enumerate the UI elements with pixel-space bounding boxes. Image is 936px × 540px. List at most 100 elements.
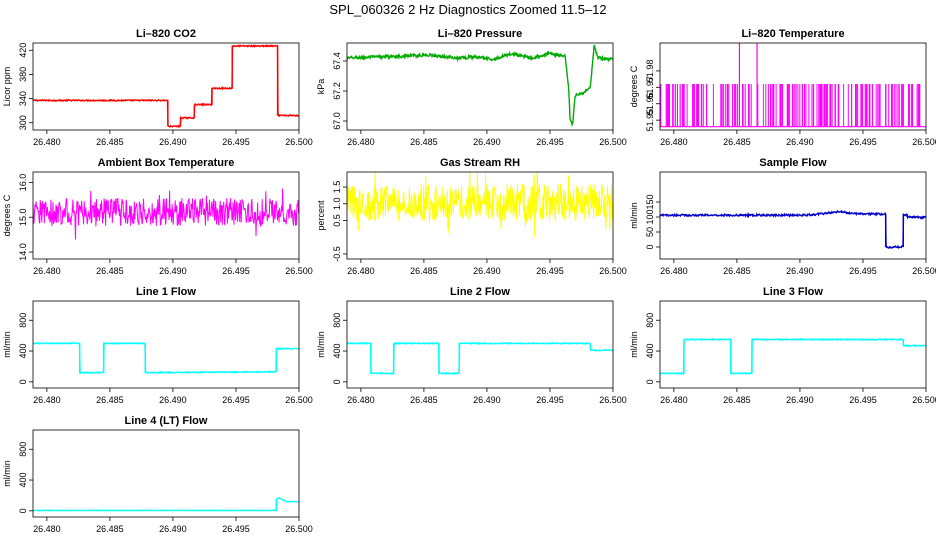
y-tick-label: 400 [645, 344, 655, 359]
x-tick-label: 26.480 [33, 395, 61, 405]
chart-title: Line 4 (LT) Flow [125, 415, 208, 427]
y-axis-label: percent [316, 200, 326, 231]
y-axis-label: ml/min [316, 331, 326, 358]
x-tick-label: 26.490 [159, 395, 187, 405]
chart-panel: Li–820 Pressure kPa 26.480 26.485 26.490 26.4… [316, 28, 627, 147]
x-tick-label: 26.490 [786, 266, 814, 276]
x-tick-label: 26.480 [33, 137, 61, 147]
x-tick-label: 26.485 [410, 395, 438, 405]
y-tick-label: 800 [645, 313, 655, 328]
series-group [33, 188, 299, 240]
x-tick-label: 26.500 [599, 395, 627, 405]
chart-panel: Li–820 Temperature degrees C 26.480 26.485 2… [629, 28, 936, 147]
y-tick-label: 67.0 [332, 112, 342, 130]
y-tick-label: 340 [18, 91, 28, 106]
chart-panel: Line 1 Flow ml/min 26.480 26.485 26.490 26.49… [2, 286, 313, 405]
y-tick-label: 100 [645, 209, 655, 224]
figure-title: SPL_060326 2 Hz Diagnostics Zoomed 11.5–… [329, 2, 606, 17]
x-tick-label: 26.495 [222, 524, 250, 534]
chart-title: Ambient Box Temperature [98, 157, 235, 169]
x-tick-label: 26.480 [660, 266, 688, 276]
y-tick-label: 67.4 [332, 52, 342, 70]
series-line [660, 209, 926, 250]
x-tick-label: 26.490 [159, 524, 187, 534]
x-tick-label: 26.485 [96, 266, 124, 276]
plot-frame [659, 171, 927, 260]
y-tick-label: 0.5 [332, 214, 342, 227]
chart-title: Line 1 Flow [136, 286, 196, 298]
chart-panel: Ambient Box Temperature degrees C 26.480 26… [2, 157, 313, 276]
series-group [660, 209, 926, 250]
y-tick-label: 300 [18, 115, 28, 130]
x-tick-label: 26.490 [473, 266, 501, 276]
x-tick-label: 26.490 [786, 137, 814, 147]
y-tick-label: 400 [18, 473, 28, 488]
x-tick-label: 26.495 [222, 395, 250, 405]
y-tick-label: 51.97 [645, 76, 655, 99]
x-tick-label: 26.495 [536, 266, 564, 276]
x-tick-label: 26.490 [473, 137, 501, 147]
y-tick-label: 800 [332, 313, 342, 328]
plot-frame [346, 300, 614, 389]
series-group [660, 43, 926, 128]
x-tick-label: 26.485 [96, 395, 124, 405]
y-tick-label: 51.96 [645, 92, 655, 115]
y-tick-label: 0 [18, 379, 28, 384]
y-tick-label: 51.98 [645, 60, 655, 83]
series-line [33, 188, 299, 240]
x-tick-label: 26.485 [723, 266, 751, 276]
y-tick-label: 150 [645, 194, 655, 209]
series-line [33, 341, 299, 375]
chart-title: Li–820 CO2 [136, 28, 196, 40]
plot-frame [32, 171, 300, 260]
x-tick-label: 26.500 [285, 137, 313, 147]
plot-frame [659, 42, 927, 131]
x-tick-label: 26.500 [285, 266, 313, 276]
plot-frame [346, 171, 614, 260]
x-tick-label: 26.485 [410, 266, 438, 276]
series-group [33, 497, 299, 512]
y-tick-label: 14.0 [18, 243, 28, 261]
x-tick-label: 26.485 [96, 524, 124, 534]
y-tick-label: 0 [645, 244, 655, 249]
y-tick-label: 0 [18, 508, 28, 513]
x-tick-label: 26.495 [849, 137, 877, 147]
x-tick-label: 26.495 [849, 395, 877, 405]
y-tick-label: 50 [645, 227, 655, 237]
y-axis-label: degrees C [629, 65, 639, 107]
y-axis-label: ml/min [629, 202, 639, 229]
x-tick-label: 26.500 [285, 395, 313, 405]
x-tick-label: 26.490 [159, 137, 187, 147]
chart-panel: Li–820 CO2 Licor ppm 26.480 26.485 26.490 26.… [2, 28, 313, 147]
x-tick-label: 26.500 [599, 266, 627, 276]
chart-title: Line 3 Flow [763, 286, 823, 298]
chart-title: Li–820 Pressure [438, 28, 522, 40]
chart-title: Sample Flow [759, 157, 827, 169]
series-line [347, 341, 613, 376]
y-tick-label: 420 [18, 43, 28, 58]
x-tick-label: 26.500 [912, 137, 936, 147]
x-tick-label: 26.495 [536, 395, 564, 405]
x-tick-label: 26.490 [786, 395, 814, 405]
series-group [347, 341, 613, 376]
y-tick-label: 400 [332, 344, 342, 359]
series-group [33, 341, 299, 375]
series-line [347, 172, 613, 238]
chart-panel: Gas Stream RH percent 26.480 26.485 26.490 26… [316, 157, 627, 276]
x-tick-label: 26.485 [96, 137, 124, 147]
y-tick-label: 1.5 [332, 181, 342, 194]
series-group [347, 44, 613, 128]
x-tick-label: 26.485 [723, 395, 751, 405]
plot-frame [659, 300, 927, 389]
x-tick-label: 26.500 [912, 266, 936, 276]
chart-panel: Line 4 (LT) Flow ml/min 26.480 26.485 26.490… [2, 415, 313, 534]
x-tick-label: 26.500 [599, 137, 627, 147]
y-axis-label: Licor ppm [2, 67, 12, 107]
y-tick-label: -0.5 [332, 246, 342, 262]
y-axis-label: ml/min [2, 460, 12, 487]
y-axis-label: degrees C [2, 194, 12, 236]
x-tick-label: 26.495 [222, 266, 250, 276]
y-tick-label: 380 [18, 67, 28, 82]
x-tick-label: 26.480 [660, 137, 688, 147]
